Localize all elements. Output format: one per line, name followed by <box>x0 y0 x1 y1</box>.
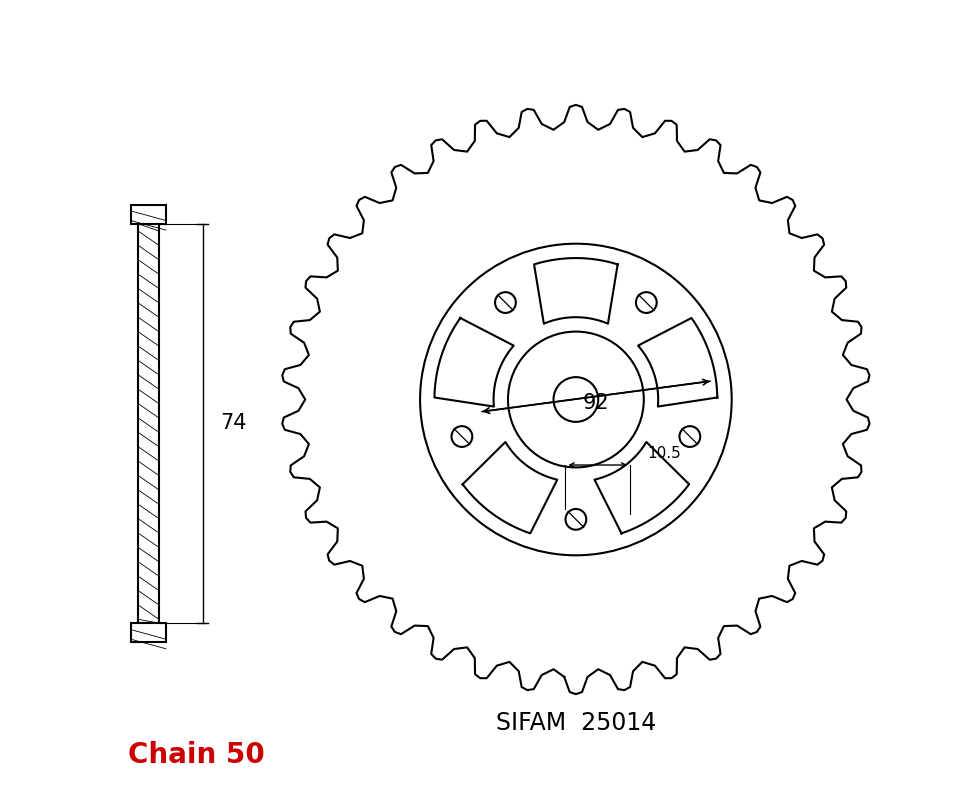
Text: Chain 50: Chain 50 <box>129 741 265 769</box>
Bar <box>131 623 166 642</box>
Bar <box>131 205 166 224</box>
Text: SIFAM  25014: SIFAM 25014 <box>495 711 656 735</box>
Text: 92: 92 <box>583 393 610 414</box>
Text: 10.5: 10.5 <box>648 446 682 461</box>
Bar <box>138 224 158 623</box>
Text: 74: 74 <box>221 413 247 434</box>
